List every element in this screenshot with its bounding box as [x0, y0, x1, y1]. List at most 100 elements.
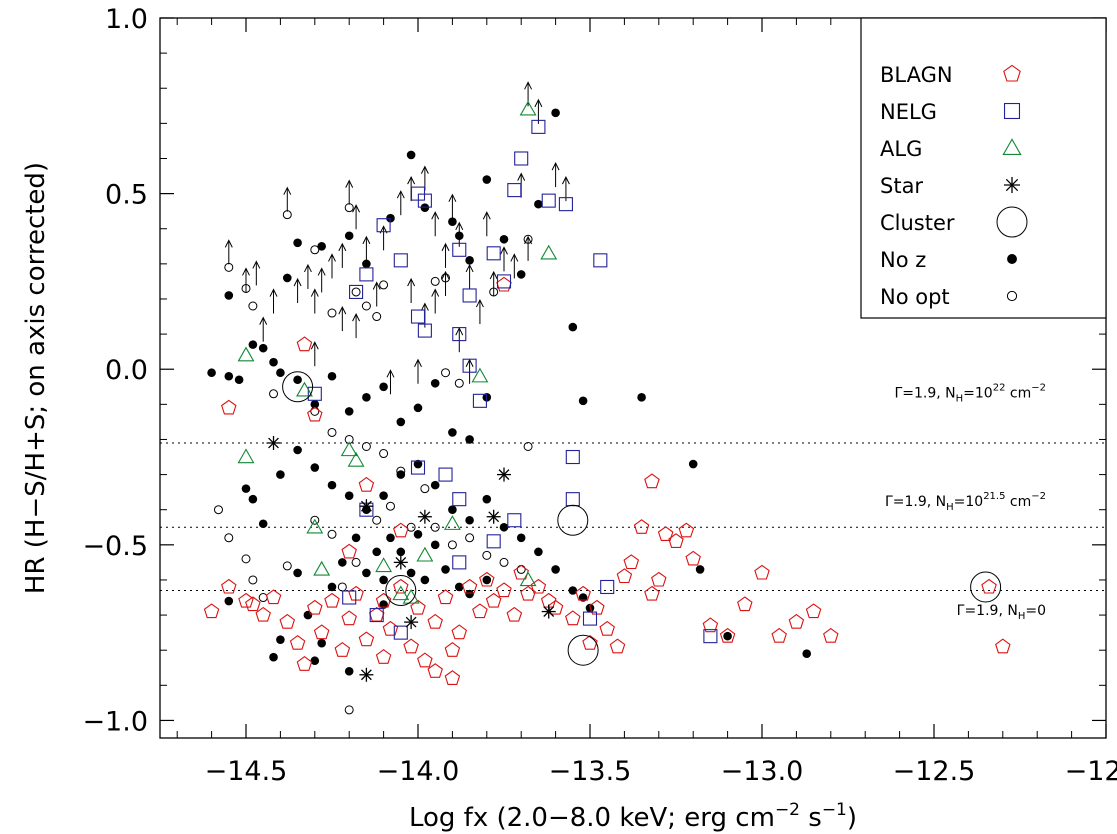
data-point — [472, 603, 488, 619]
data-point — [441, 565, 450, 574]
data-point — [485, 592, 502, 608]
data-point — [465, 589, 474, 599]
data-point — [372, 515, 382, 525]
data-point — [486, 534, 501, 549]
upper-limit-arrow — [303, 263, 312, 289]
upper-limit-arrow — [489, 270, 498, 296]
data-point — [344, 203, 354, 213]
data-point — [427, 663, 443, 678]
data-point — [452, 492, 467, 507]
data-point — [382, 620, 399, 636]
data-point — [499, 234, 509, 244]
data-point — [406, 150, 416, 160]
data-point — [688, 459, 698, 469]
data-point — [266, 435, 281, 450]
data-point — [703, 629, 718, 644]
data-point — [482, 575, 492, 585]
data-point — [282, 210, 292, 220]
upper-limit-arrow — [379, 225, 388, 251]
legend-box — [860, 17, 1107, 319]
data-point — [568, 586, 578, 595]
data-point — [327, 371, 337, 381]
data-point — [644, 473, 660, 489]
data-point — [385, 501, 395, 511]
data-point — [540, 244, 558, 260]
data-point — [447, 540, 457, 550]
data-point — [282, 561, 292, 571]
data-point — [403, 638, 419, 654]
data-point — [430, 378, 440, 388]
upper-limit-arrow — [431, 288, 440, 314]
upper-limit-arrow — [475, 298, 484, 325]
data-point — [351, 557, 361, 567]
upper-limit-arrow — [441, 242, 450, 268]
reference-line-label: Γ=1.9, NH=1021.5 cm−2 — [885, 491, 1046, 513]
data-point — [417, 652, 433, 668]
data-point — [207, 368, 216, 378]
data-point — [578, 396, 588, 406]
data-point — [213, 505, 223, 515]
data-point — [531, 119, 546, 134]
data-point — [221, 399, 237, 415]
data-point — [513, 564, 529, 580]
data-point — [454, 231, 464, 241]
data-point — [410, 460, 426, 475]
data-point — [516, 533, 526, 543]
data-point — [265, 589, 282, 605]
data-point — [616, 568, 633, 584]
x-tick-label: −14.0 — [377, 756, 460, 787]
data-point — [981, 578, 997, 594]
data-point — [279, 613, 296, 629]
data-point — [248, 494, 258, 504]
data-point — [823, 627, 839, 643]
data-point — [430, 480, 440, 490]
legend-label: Cluster — [880, 211, 955, 235]
series-blagn — [203, 276, 1011, 685]
data-point — [771, 627, 787, 643]
data-point — [496, 276, 512, 292]
data-point — [582, 611, 598, 626]
data-point — [448, 428, 457, 437]
x-tick-label: −13.5 — [549, 756, 632, 787]
data-point — [237, 346, 255, 362]
data-point — [396, 417, 406, 427]
data-point — [241, 283, 251, 293]
upper-limit-arrow — [283, 186, 292, 212]
data-point — [361, 301, 371, 311]
data-point — [310, 463, 320, 472]
data-point — [454, 582, 464, 592]
data-point — [248, 575, 258, 585]
data-point — [448, 505, 457, 515]
data-point — [452, 242, 467, 257]
data-point — [486, 509, 501, 524]
data-point — [310, 656, 320, 666]
data-point — [496, 582, 512, 598]
data-point — [317, 241, 326, 251]
data-point — [375, 649, 392, 664]
data-point — [441, 368, 451, 378]
legend-label: BLAGN — [880, 63, 953, 87]
data-point — [310, 245, 320, 255]
legend-marker — [996, 206, 1028, 238]
y-tick-label: 1.0 — [105, 4, 148, 35]
data-point — [341, 610, 357, 626]
upper-limit-arrow — [252, 260, 261, 286]
reference-line-label: Γ=1.9, NH=0 — [957, 603, 1046, 622]
data-point — [568, 322, 578, 332]
upper-limit-arrow — [431, 211, 440, 237]
data-point — [970, 571, 1002, 603]
data-point — [375, 557, 393, 573]
data-point — [248, 301, 258, 311]
data-point — [723, 631, 732, 641]
series-no-opt — [213, 203, 533, 715]
legend-label: ALG — [880, 137, 922, 161]
data-point — [396, 470, 406, 479]
data-point — [451, 624, 468, 640]
data-point — [258, 343, 268, 353]
data-point — [234, 375, 244, 385]
data-point — [637, 393, 646, 402]
data-point — [296, 656, 313, 671]
data-point — [327, 529, 337, 539]
data-point — [359, 267, 374, 282]
y-tick-label: 0.0 — [105, 355, 148, 386]
